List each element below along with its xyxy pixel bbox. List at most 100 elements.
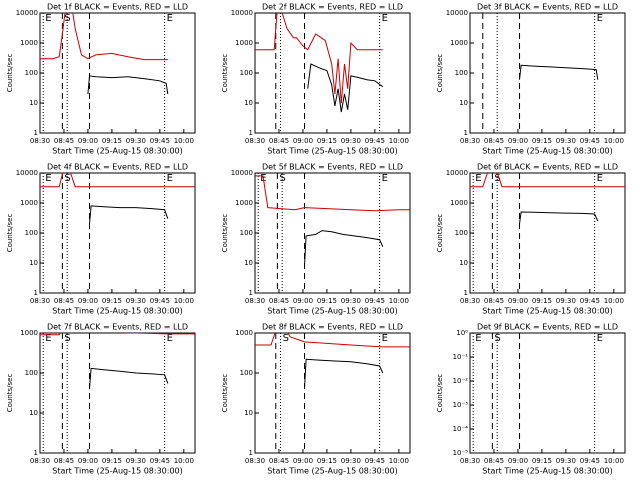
x-tick-label: 09:45 xyxy=(580,297,600,305)
x-tick-label: 10:00 xyxy=(389,137,409,145)
x-tick-label: 09:00 xyxy=(508,297,528,305)
y-tick-label: 10 xyxy=(29,99,38,107)
x-axis-label: Start Time (25-Aug-15 08:30:00) xyxy=(482,147,613,156)
y-tick-label: 100 xyxy=(25,229,38,237)
y-tick-label: 1 xyxy=(249,449,253,457)
x-tick-label: 08:30 xyxy=(460,457,480,465)
event-label: E xyxy=(45,333,51,344)
x-tick-label: 09:45 xyxy=(150,457,170,465)
event-label: S xyxy=(283,333,289,344)
series-line xyxy=(89,367,169,389)
x-tick-label: 08:45 xyxy=(54,297,74,305)
y-tick-label: 100 xyxy=(240,69,253,77)
y-tick-label: 1 xyxy=(464,129,468,137)
y-axis-label: Counts/sec xyxy=(221,54,229,93)
x-tick-label: 08:30 xyxy=(30,137,50,145)
y-tick-label: 10⁻³ xyxy=(453,401,469,409)
y-axis-label: Counts/sec xyxy=(436,374,444,413)
plot-frame xyxy=(254,332,411,454)
y-tick-label: 100 xyxy=(240,229,253,237)
series-line xyxy=(255,13,383,104)
x-tick-label: 09:30 xyxy=(556,137,576,145)
y-tick-label: 100 xyxy=(25,69,38,77)
series-line xyxy=(87,75,169,95)
chart-title: Det 8f BLACK = Events, RED = LLD xyxy=(262,323,403,332)
x-axis-label: Start Time (25-Aug-15 08:30:00) xyxy=(52,147,183,156)
x-tick-label: 09:45 xyxy=(150,137,170,145)
y-tick-label: 10⁻¹ xyxy=(453,353,469,361)
x-tick-label: 09:30 xyxy=(341,297,361,305)
y-tick-label: 10000 xyxy=(446,169,468,177)
series-line xyxy=(40,333,195,336)
event-label: E xyxy=(382,13,388,24)
x-tick-label: 10:00 xyxy=(389,297,409,305)
x-tick-label: 09:00 xyxy=(508,457,528,465)
series-line xyxy=(89,205,169,225)
x-axis-label: Start Time (25-Aug-15 08:30:00) xyxy=(267,147,398,156)
x-tick-label: 09:30 xyxy=(126,297,146,305)
x-axis-label: Start Time (25-Aug-15 08:30:00) xyxy=(482,467,613,476)
x-tick-label: 08:45 xyxy=(484,457,504,465)
y-tick-label: 100 xyxy=(25,369,38,377)
x-axis-label: Start Time (25-Aug-15 08:30:00) xyxy=(267,307,398,316)
x-tick-label: 09:45 xyxy=(580,457,600,465)
plot-frame xyxy=(254,172,411,294)
y-tick-label: 1 xyxy=(34,129,38,137)
panel: Det 2f BLACK = Events, RED = LLD Start Ti… xyxy=(221,3,411,156)
x-tick-label: 10:00 xyxy=(389,457,409,465)
event-label: S xyxy=(64,173,70,184)
series-line xyxy=(470,173,625,188)
y-tick-label: 100 xyxy=(240,369,253,377)
x-tick-label: 09:15 xyxy=(102,297,122,305)
panel: Det 9f BLACK = Events, RED = LLD Start Ti… xyxy=(436,323,626,476)
y-axis-label: Counts/sec xyxy=(221,214,229,253)
event-label: S xyxy=(494,173,500,184)
y-tick-label: 10⁰ xyxy=(456,329,468,337)
x-tick-label: 09:15 xyxy=(532,457,552,465)
x-tick-label: 09:30 xyxy=(126,457,146,465)
y-tick-label: 1 xyxy=(249,289,253,297)
y-tick-label: 1000 xyxy=(450,199,468,207)
x-tick-label: 08:45 xyxy=(484,297,504,305)
chart-title: Det 6f BLACK = Events, RED = LLD xyxy=(477,163,618,172)
y-axis-label: Counts/sec xyxy=(6,54,14,93)
x-tick-label: 10:00 xyxy=(604,457,624,465)
series-line xyxy=(40,173,195,188)
chart-title: Det 5f BLACK = Events, RED = LLD xyxy=(262,163,403,172)
y-tick-label: 10000 xyxy=(231,169,253,177)
plot-frame xyxy=(39,172,196,294)
x-tick-label: 09:15 xyxy=(532,137,552,145)
panel: Det 7f BLACK = Events, RED = LLD Start Ti… xyxy=(6,323,196,476)
x-tick-label: 09:30 xyxy=(341,137,361,145)
x-tick-label: 08:30 xyxy=(30,297,50,305)
x-axis-label: Start Time (25-Aug-15 08:30:00) xyxy=(52,307,183,316)
y-axis-label: Counts/sec xyxy=(6,214,14,253)
y-axis-label: Counts/sec xyxy=(436,54,444,93)
x-tick-label: 09:15 xyxy=(317,297,337,305)
x-tick-label: 09:00 xyxy=(293,137,313,145)
x-tick-label: 09:00 xyxy=(293,457,313,465)
x-tick-label: 09:45 xyxy=(580,137,600,145)
y-tick-label: 1 xyxy=(34,449,38,457)
y-tick-label: 10⁻⁵ xyxy=(453,449,469,457)
panel: Det 3f BLACK = Events, RED = LLD Start Ti… xyxy=(436,3,626,156)
y-tick-label: 100 xyxy=(455,229,468,237)
series-line xyxy=(255,333,410,348)
event-label: S xyxy=(64,333,70,344)
y-tick-label: 10 xyxy=(29,409,38,417)
x-tick-label: 09:00 xyxy=(508,137,528,145)
y-tick-label: 10000 xyxy=(16,169,38,177)
y-tick-label: 1000 xyxy=(235,39,253,47)
x-tick-label: 08:45 xyxy=(269,137,289,145)
x-tick-label: 09:30 xyxy=(341,457,361,465)
x-axis-label: Start Time (25-Aug-15 08:30:00) xyxy=(267,467,398,476)
y-tick-label: 10⁻⁴ xyxy=(453,425,469,433)
y-tick-label: 100 xyxy=(455,69,468,77)
series-line xyxy=(519,64,599,80)
x-tick-label: 08:45 xyxy=(269,457,289,465)
x-tick-label: 09:45 xyxy=(365,137,385,145)
event-label: E xyxy=(597,333,603,344)
event-label: E xyxy=(597,173,603,184)
